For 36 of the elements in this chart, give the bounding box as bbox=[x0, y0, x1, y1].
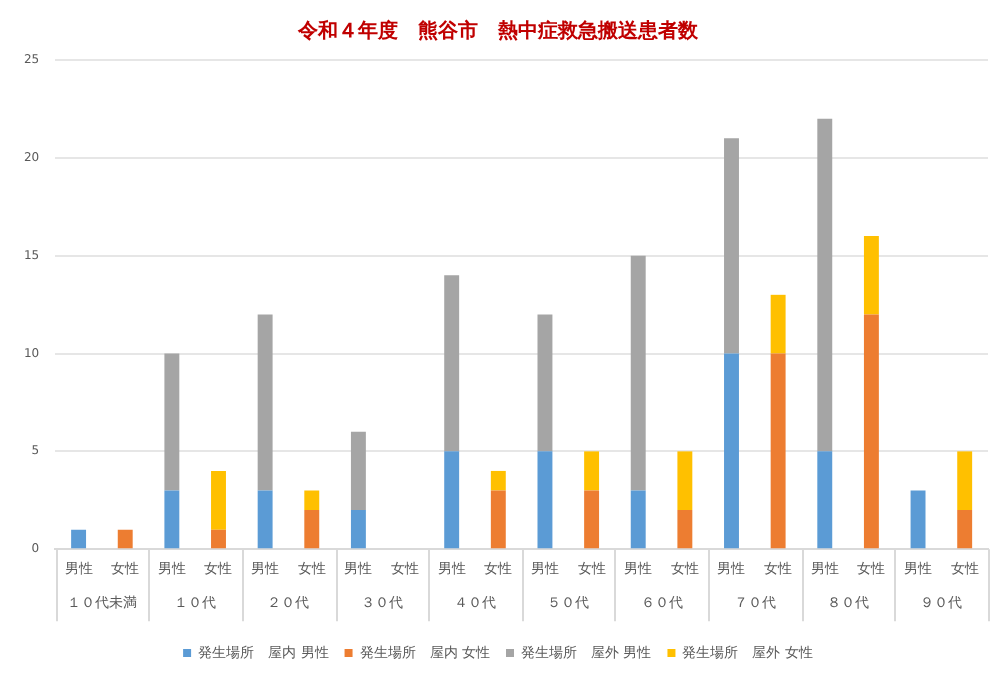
bar bbox=[724, 353, 739, 549]
bar bbox=[863, 314, 879, 549]
bar bbox=[770, 353, 786, 549]
bar bbox=[257, 490, 273, 549]
bar bbox=[350, 431, 366, 511]
bar bbox=[164, 353, 180, 491]
bar bbox=[444, 275, 460, 452]
bar bbox=[117, 529, 133, 549]
bar bbox=[490, 490, 506, 549]
bar bbox=[630, 490, 646, 549]
bar bbox=[910, 490, 926, 549]
bar bbox=[957, 510, 973, 549]
bar bbox=[537, 451, 553, 549]
bar bbox=[817, 118, 833, 452]
bar bbox=[537, 314, 553, 452]
bar bbox=[164, 490, 180, 549]
bar bbox=[770, 294, 786, 354]
bar bbox=[211, 529, 226, 549]
chart-title: 令和４年度 熊谷市 熱中症救急搬送患者数 bbox=[296, 19, 700, 44]
bar bbox=[350, 510, 366, 549]
bar bbox=[257, 314, 273, 491]
bar bbox=[863, 236, 879, 315]
bar bbox=[584, 490, 600, 549]
bar bbox=[677, 451, 693, 511]
bar bbox=[817, 451, 833, 549]
bar bbox=[444, 451, 460, 549]
bar bbox=[724, 138, 739, 354]
bar bbox=[584, 451, 600, 491]
bar bbox=[677, 510, 693, 549]
bar bbox=[304, 510, 320, 549]
bar bbox=[211, 470, 226, 530]
bar bbox=[71, 529, 87, 549]
bar bbox=[304, 490, 320, 511]
bar bbox=[630, 255, 646, 491]
bar bbox=[957, 451, 973, 511]
bar bbox=[490, 470, 506, 491]
